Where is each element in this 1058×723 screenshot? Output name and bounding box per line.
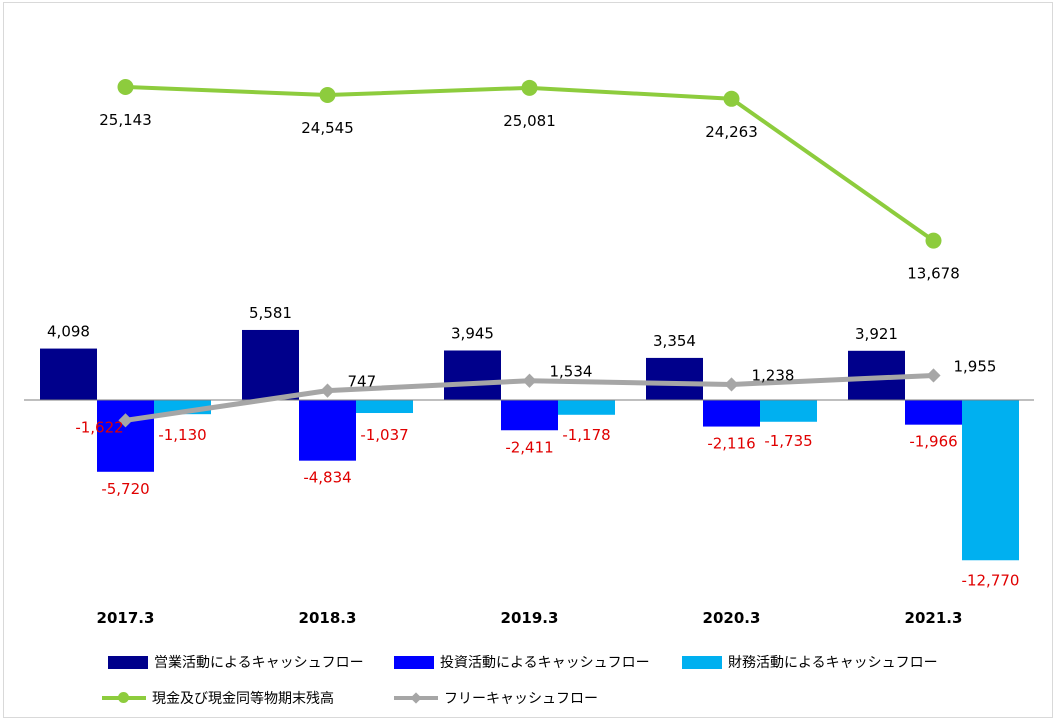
balance-label-2017.3: 25,143 (99, 111, 152, 129)
balance-label-2021.3: 13,678 (907, 265, 960, 283)
fcf-marker-2018.3 (320, 383, 335, 398)
label-operating-2018.3: 5,581 (249, 304, 292, 322)
legend-label-operating: 営業活動によるキャッシュフロー (154, 655, 364, 671)
legend-swatch-operating (108, 655, 148, 669)
legend-label-fcf: フリーキャッシュフロー (444, 691, 598, 707)
bar-investing-2020.3 (703, 400, 760, 427)
label-operating-2019.3: 3,945 (451, 324, 494, 342)
fcf-label-2017.3: -1,622 (75, 418, 123, 436)
label-investing-2019.3: -2,411 (505, 438, 553, 456)
balance-marker-2021.3 (925, 232, 942, 249)
legend-item-fcf: フリーキャッシュフロー (394, 687, 598, 709)
bar-investing-2017.3 (97, 400, 154, 472)
cash-flow-chart: 4,098 -5,720 -1,130 5,581 -4,834 -1,037 3,945 -… (24, 79, 1034, 627)
label-investing-2021.3: -1,966 (909, 433, 957, 451)
balance-label-2018.3: 24,545 (301, 119, 354, 137)
label-operating-2020.3: 3,354 (653, 332, 696, 350)
label-operating-2021.3: 3,921 (855, 325, 898, 343)
label-investing-2020.3: -2,116 (707, 435, 755, 453)
fcf-marker-2017.3 (118, 413, 133, 428)
legend-swatch-fcf (394, 691, 438, 705)
fcf-label-2021.3: 1,955 (954, 357, 997, 375)
balance-label-2019.3: 25,081 (503, 112, 556, 130)
x-tick-2017.3: 2017.3 (97, 609, 155, 627)
label-financing-2018.3: -1,037 (360, 426, 408, 444)
bar-financing-2020.3 (760, 400, 817, 422)
bar-operating-2019.3 (444, 350, 501, 400)
bar-operating-2018.3 (242, 329, 299, 400)
balance-marker-2019.3 (521, 79, 538, 96)
label-financing-2020.3: -1,735 (764, 432, 812, 450)
legend-label-investing: 投資活動によるキャッシュフロー (440, 655, 650, 671)
balance-label-2020.3: 24,263 (705, 123, 758, 141)
bar-investing-2019.3 (501, 400, 558, 431)
x-tick-2018.3: 2018.3 (299, 609, 357, 627)
legend-swatch-balance (102, 691, 146, 705)
label-financing-2019.3: -1,178 (562, 426, 610, 444)
legend-item-operating: 営業活動によるキャッシュフロー (108, 651, 364, 673)
balance-line (125, 85, 935, 243)
x-tick-2021.3: 2021.3 (905, 609, 963, 627)
legend-item-investing: 投資活動によるキャッシュフロー (394, 651, 650, 673)
label-operating-2017.3: 4,098 (47, 323, 90, 341)
chart-frame: 4,098 -5,720 -1,130 5,581 -4,834 -1,037 3,945 -… (3, 2, 1053, 718)
legend-swatch-investing (394, 655, 434, 669)
legend-label-balance: 現金及び現金同等物期末残高 (152, 691, 334, 707)
label-financing-2021.3: -12,770 (962, 571, 1020, 589)
fcf-label-2019.3: 1,534 (550, 363, 593, 381)
x-tick-2019.3: 2019.3 (501, 609, 559, 627)
balance-marker-2020.3 (723, 90, 740, 107)
legend-item-balance: 現金及び現金同等物期末残高 (102, 687, 334, 709)
label-investing-2018.3: -4,834 (303, 469, 351, 487)
bar-financing-2018.3 (356, 400, 413, 414)
balance-marker-2017.3 (117, 79, 134, 95)
label-investing-2017.3: -5,720 (101, 480, 149, 498)
fcf-marker-2019.3 (522, 373, 537, 388)
x-tick-2020.3: 2020.3 (703, 609, 761, 627)
bar-operating-2020.3 (646, 357, 703, 400)
bar-investing-2018.3 (299, 400, 356, 461)
legend-item-financing: 財務活動によるキャッシュフロー (682, 651, 938, 673)
fcf-label-2020.3: 1,238 (752, 366, 795, 384)
fcf-label-2018.3: 747 (348, 373, 377, 391)
legend-swatch-financing (682, 655, 722, 669)
label-financing-2017.3: -1,130 (158, 426, 206, 444)
fcf-marker-2021.3 (926, 368, 941, 383)
balance-marker-2018.3 (319, 87, 336, 104)
legend-label-financing: 財務活動によるキャッシュフロー (728, 655, 938, 671)
bar-investing-2021.3 (905, 400, 962, 425)
bar-operating-2017.3 (40, 348, 97, 400)
fcf-marker-2020.3 (724, 377, 739, 392)
legend: 営業活動によるキャッシュフロー 投資活動によるキャッシュフロー 財務活動によるキ… (102, 651, 1008, 723)
bar-financing-2021.3 (962, 400, 1019, 561)
bar-financing-2019.3 (558, 400, 615, 415)
